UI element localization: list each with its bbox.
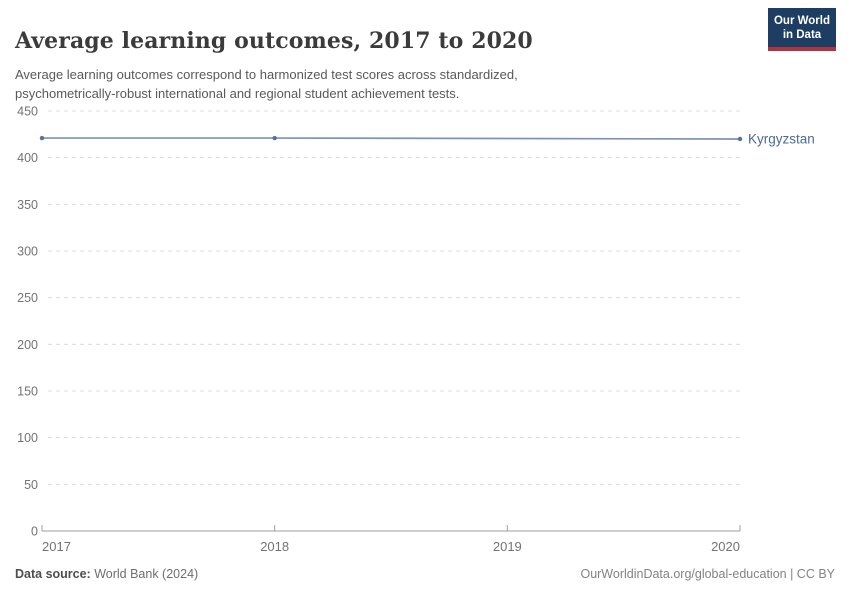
- owid-logo-line2: in Data: [782, 29, 822, 41]
- y-axis-tick-label: 250: [17, 291, 38, 305]
- x-axis-tick-label: 2020: [711, 539, 740, 554]
- owid-logo-line1: Our World: [773, 15, 830, 27]
- series-line-kyrgyzstan[interactable]: [41, 137, 741, 140]
- y-axis-tick-label: 150: [17, 385, 38, 399]
- y-axis-tick-label: 450: [17, 105, 38, 119]
- x-axis-tick-label: 2019: [493, 539, 522, 554]
- x-axis-tick-label: 2017: [42, 539, 71, 554]
- chart-footer: Data source: World Bank (2024) OurWorldi…: [15, 567, 835, 581]
- series-entity-label[interactable]: Kyrgyzstan: [748, 132, 815, 147]
- attribution-link[interactable]: OurWorldinData.org/global-education | CC…: [580, 567, 835, 581]
- owid-logo[interactable]: Our World in Data: [768, 8, 836, 51]
- data-source-label: Data source:: [15, 567, 91, 581]
- chart-title: Average learning outcomes, 2017 to 2020: [15, 27, 533, 54]
- x-axis-tick-label: 2018: [260, 539, 289, 554]
- data-source-value: World Bank (2024): [90, 567, 199, 581]
- data-point-marker[interactable]: [272, 135, 277, 141]
- data-point-marker[interactable]: [737, 136, 743, 142]
- y-axis-tick-label: 50: [24, 478, 38, 492]
- data-source-note: Data source: World Bank (2024): [15, 567, 198, 581]
- y-axis-tick-label: 300: [17, 245, 38, 259]
- y-axis-tick-label: 200: [17, 338, 38, 352]
- y-axis-tick-label: 400: [17, 151, 38, 165]
- y-axis-tick-label: 100: [17, 431, 38, 445]
- y-axis-tick-label: 0: [31, 525, 38, 539]
- data-point-marker[interactable]: [39, 135, 45, 141]
- y-axis-tick-label: 350: [17, 198, 38, 212]
- chart-subtitle: Average learning outcomes correspond to …: [15, 67, 518, 101]
